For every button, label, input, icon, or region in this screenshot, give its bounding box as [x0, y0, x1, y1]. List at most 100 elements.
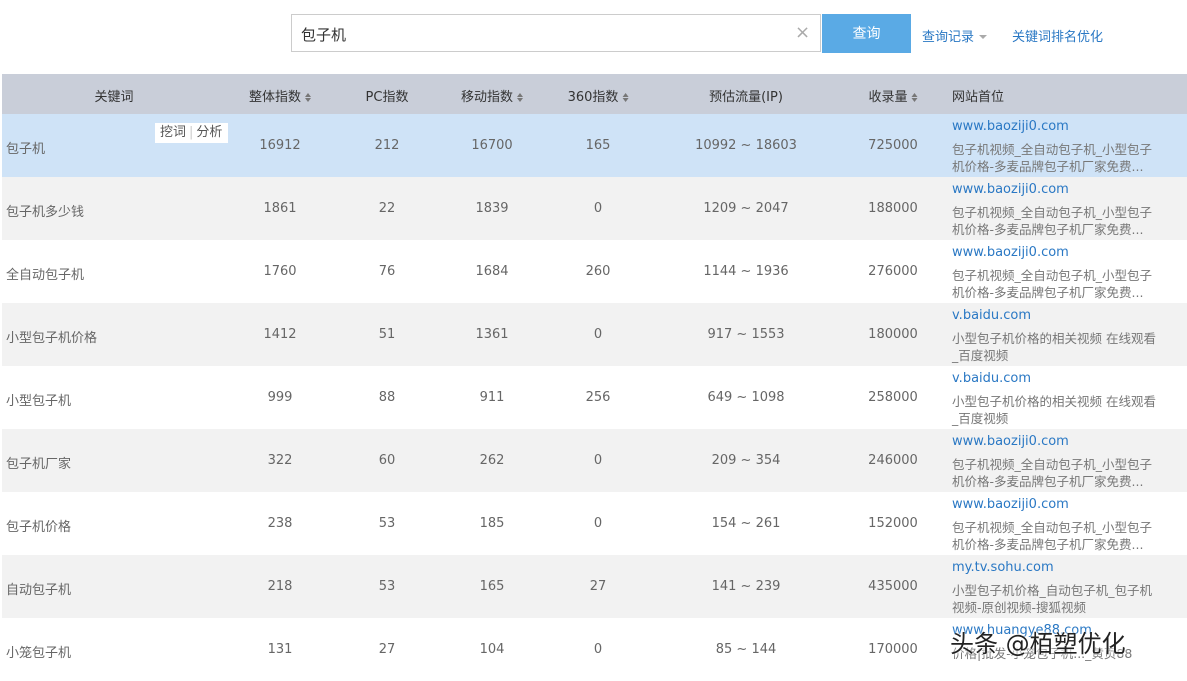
cell-value: 260 — [585, 264, 611, 279]
site-url[interactable]: www.baoziji0.com — [952, 182, 1069, 197]
cell-value: 16912 — [259, 138, 301, 153]
cell-value: 53 — [378, 579, 396, 594]
sort-icon[interactable] — [305, 93, 312, 102]
site-url[interactable]: v.baidu.com — [952, 308, 1032, 323]
row-action[interactable]: 挖词 — [160, 125, 187, 140]
cell-value: 435000 — [868, 579, 918, 594]
column-header[interactable]: 移动指数 — [460, 86, 524, 105]
site-url[interactable]: my.tv.sohu.com — [952, 560, 1054, 575]
search-button[interactable]: 查询 — [822, 14, 911, 53]
header-label: 整体指数 — [248, 90, 302, 105]
cell-value: 188000 — [868, 201, 918, 216]
cell-value: 76 — [378, 264, 396, 279]
table-row[interactable] — [2, 177, 1187, 240]
site-url[interactable]: www.baoziji0.com — [952, 497, 1069, 512]
cell-value: 0 — [593, 642, 603, 657]
table-row[interactable] — [2, 618, 1187, 681]
cell-value: 209 ~ 354 — [711, 453, 781, 468]
column-header[interactable]: 收录量 — [868, 86, 918, 105]
header-label: 360指数 — [567, 90, 619, 105]
cell-value: 1839 — [475, 201, 509, 216]
site-desc: 小型包子机价格_自动包子机_包子机 — [952, 583, 1153, 598]
cell-value: 1209 ~ 2047 — [703, 201, 789, 216]
sort-icon[interactable] — [911, 93, 918, 102]
site-desc: 机价格-多麦品牌包子机厂家免费... — [952, 285, 1144, 300]
cell-value: 1684 — [475, 264, 509, 279]
table-row[interactable] — [2, 429, 1187, 492]
keyword: 包子机厂家 — [6, 457, 72, 472]
header-label: 移动指数 — [460, 90, 514, 105]
site-url[interactable]: www.baoziji0.com — [952, 119, 1069, 134]
table-row[interactable] — [2, 240, 1187, 303]
cell-value: 27 — [589, 579, 607, 594]
cell-value: 51 — [378, 327, 396, 342]
column-header[interactable]: 整体指数 — [248, 86, 312, 105]
separator: | — [189, 125, 194, 140]
keyword: 包子机多少钱 — [6, 205, 85, 220]
site-desc: 包子机视频_全自动包子机_小型包子 — [952, 520, 1153, 535]
cell-value: 1361 — [475, 327, 509, 342]
cell-value: 911 — [479, 390, 505, 405]
cell-value: 1412 — [263, 327, 297, 342]
cell-value: 1144 ~ 1936 — [703, 264, 789, 279]
cell-value: 53 — [378, 516, 396, 531]
cell-value: 917 ~ 1553 — [707, 327, 785, 342]
site-desc: 价格|批发-小笼包子机..._黄页88 — [952, 646, 1133, 661]
cell-value: 85 ~ 144 — [715, 642, 777, 657]
search-query: 包子机 — [301, 26, 347, 44]
cell-value: 180000 — [868, 327, 918, 342]
cell-value: 170000 — [868, 642, 918, 657]
cell-value: 262 — [479, 453, 505, 468]
site-url[interactable]: www.baoziji0.com — [952, 245, 1069, 260]
header-label: 收录量 — [868, 90, 908, 105]
site-desc: 包子机视频_全自动包子机_小型包子 — [952, 457, 1153, 472]
cell-value: 131 — [267, 642, 293, 657]
cell-value: 212 — [374, 138, 400, 153]
watermark: 头条 @栢塑优化 — [950, 630, 1126, 658]
site-url[interactable]: v.baidu.com — [952, 371, 1032, 386]
rank-link[interactable]: 关键词排名优化 — [1012, 30, 1104, 45]
cell-value: 1861 — [263, 201, 297, 216]
sort-icon[interactable] — [517, 93, 524, 102]
keyword: 小笼包子机 — [6, 646, 72, 661]
cell-value: 165 — [479, 579, 505, 594]
sort-icon[interactable] — [622, 93, 629, 102]
keyword: 包子机 — [6, 142, 46, 157]
site-desc: _百度视频 — [952, 411, 1009, 426]
clear-icon[interactable]: × — [795, 22, 811, 43]
cell-value: 322 — [267, 453, 293, 468]
cell-value: 0 — [593, 453, 603, 468]
search-input[interactable] — [291, 14, 821, 52]
cell-value: 246000 — [868, 453, 918, 468]
cell-value: 725000 — [868, 138, 918, 153]
cell-value: 154 ~ 261 — [711, 516, 781, 531]
site-url[interactable]: www.huangye88.com — [952, 623, 1092, 638]
table-row[interactable] — [2, 303, 1187, 366]
history-link[interactable]: 查询记录 — [922, 26, 988, 45]
cell-value: 218 — [267, 579, 293, 594]
cell-value: 165 — [585, 138, 611, 153]
site-desc: 机价格-多麦品牌包子机厂家免费... — [952, 222, 1144, 237]
row-action[interactable]: 分析 — [196, 125, 223, 140]
site-desc: 机价格-多麦品牌包子机厂家免费... — [952, 159, 1144, 174]
row-actions: 挖词 | 分析 — [155, 123, 228, 143]
cell-value: 60 — [378, 453, 396, 468]
table-row[interactable] — [2, 555, 1187, 618]
link-text: 查询记录 — [922, 30, 975, 45]
cell-value: 1760 — [263, 264, 297, 279]
column-header: 预估流量(IP) — [709, 86, 783, 105]
cell-value: 88 — [378, 390, 396, 405]
column-header[interactable]: 360指数 — [568, 86, 629, 105]
site-url[interactable]: www.baoziji0.com — [952, 434, 1069, 449]
cell-value: 141 ~ 239 — [711, 579, 781, 594]
table-row[interactable] — [2, 366, 1187, 429]
cell-value: 0 — [593, 516, 603, 531]
cell-value: 238 — [267, 516, 293, 531]
site-desc: 小型包子机价格的相关视频 在线观看 — [952, 331, 1156, 346]
site-desc: 包子机视频_全自动包子机_小型包子 — [952, 268, 1153, 283]
table-row[interactable] — [2, 492, 1187, 555]
keyword: 小型包子机价格 — [6, 331, 98, 346]
header-label: PC指数 — [365, 90, 409, 105]
header-label: 关键词 — [94, 90, 134, 105]
column-header: 关键词 — [94, 86, 133, 105]
